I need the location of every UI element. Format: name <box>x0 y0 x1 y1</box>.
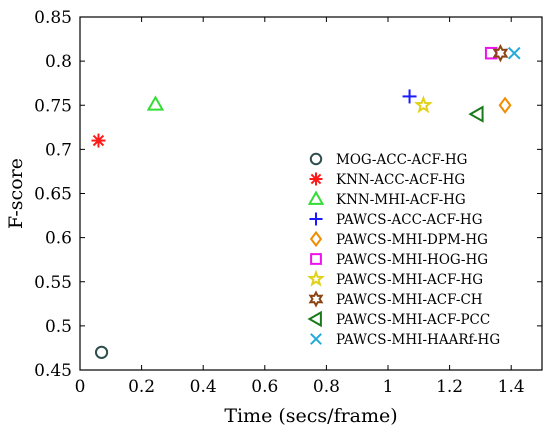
legend-marker <box>308 290 324 308</box>
legend-entry: PAWCS-MHI-DPM-HG <box>309 230 488 248</box>
legend-entry: PAWCS-ACC-ACF-HG <box>309 212 482 228</box>
legend-marker <box>307 310 322 328</box>
x-tick-label: 0.8 <box>313 377 340 397</box>
y-tick-label: 0.7 <box>45 140 72 160</box>
y-axis-label: F-score <box>5 158 27 229</box>
x-axis-label: Time (secs/frame) <box>224 405 397 427</box>
data-point-9 <box>468 105 484 123</box>
legend-entry: PAWCS-MHI-ACF-CH <box>308 290 483 308</box>
axis-ticks: 0 0.2 0.4 0.6 0.8 1 1.2 1.4 0.45 0.5 0.55 0.6 0.65 0.… <box>34 8 542 397</box>
y-tick-label: 0.5 <box>45 317 72 337</box>
data-point-4 <box>402 89 417 104</box>
legend-entry: PAWCS-MHI-HOG-HG <box>310 252 488 268</box>
data-point-1 <box>94 345 109 359</box>
data-point-5 <box>498 96 512 114</box>
legend-marker <box>310 333 322 345</box>
x-tick-label: 0.2 <box>128 377 155 397</box>
y-tick-label: 0.85 <box>34 8 72 28</box>
legend-label: PAWCS-MHI-HOG-HG <box>336 252 488 268</box>
y-tick-label: 0.75 <box>34 96 72 116</box>
data-points <box>91 44 521 359</box>
data-point-3 <box>146 95 165 111</box>
legend-label: PAWCS-MHI-ACF-CH <box>336 292 483 308</box>
x-tick-label: 1 <box>383 377 394 397</box>
x-tick-label: 1.2 <box>436 377 463 397</box>
legend-label: PAWCS-ACC-ACF-HG <box>336 212 482 228</box>
legend-marker <box>309 212 323 226</box>
x-tick-label: 0 <box>75 377 86 397</box>
y-tick-label: 0.45 <box>34 361 72 381</box>
data-point-8 <box>492 44 509 63</box>
legend-label: MOG-ACC-ACF-HG <box>336 152 467 168</box>
legend-label: PAWCS-MHI-DPM-HG <box>336 232 488 248</box>
legend-marker <box>310 253 322 265</box>
legend: MOG-ACC-ACF-HG KNN-ACC-ACF-HG KNN-MHI-ACF-… <box>307 152 500 348</box>
data-point-7 <box>414 95 433 114</box>
x-tick-label: 0.6 <box>251 377 278 397</box>
x-tick-label: 1.4 <box>498 377 525 397</box>
y-tick-label: 0.55 <box>34 273 72 293</box>
legend-label: PAWCS-MHI-HAARf-HG <box>336 332 500 348</box>
y-tick-label: 0.8 <box>45 52 72 72</box>
legend-marker <box>309 152 323 166</box>
legend-entry: PAWCS-MHI-ACF-PCC <box>307 310 490 328</box>
data-point-2 <box>91 133 106 148</box>
y-tick-label: 0.6 <box>45 229 72 249</box>
legend-label: PAWCS-MHI-ACF-PCC <box>336 312 490 328</box>
data-point-10 <box>507 46 521 60</box>
legend-label: PAWCS-MHI-ACF-HG <box>336 272 483 288</box>
legend-entry: PAWCS-MHI-ACF-HG <box>307 269 483 288</box>
legend-entry: KNN-ACC-ACF-HG <box>309 172 465 188</box>
legend-marker <box>307 269 325 287</box>
x-tick-label: 0.4 <box>190 377 217 397</box>
legend-marker <box>309 172 323 186</box>
legend-marker <box>309 230 323 248</box>
legend-entry: KNN-MHI-ACF-HG <box>307 190 466 208</box>
y-tick-label: 0.65 <box>34 185 72 205</box>
legend-marker <box>307 190 325 205</box>
legend-entry: MOG-ACC-ACF-HG <box>309 152 467 168</box>
legend-label: KNN-MHI-ACF-HG <box>336 192 466 208</box>
legend-label: KNN-ACC-ACF-HG <box>336 172 465 188</box>
legend-entry: PAWCS-MHI-HAARf-HG <box>310 332 500 348</box>
